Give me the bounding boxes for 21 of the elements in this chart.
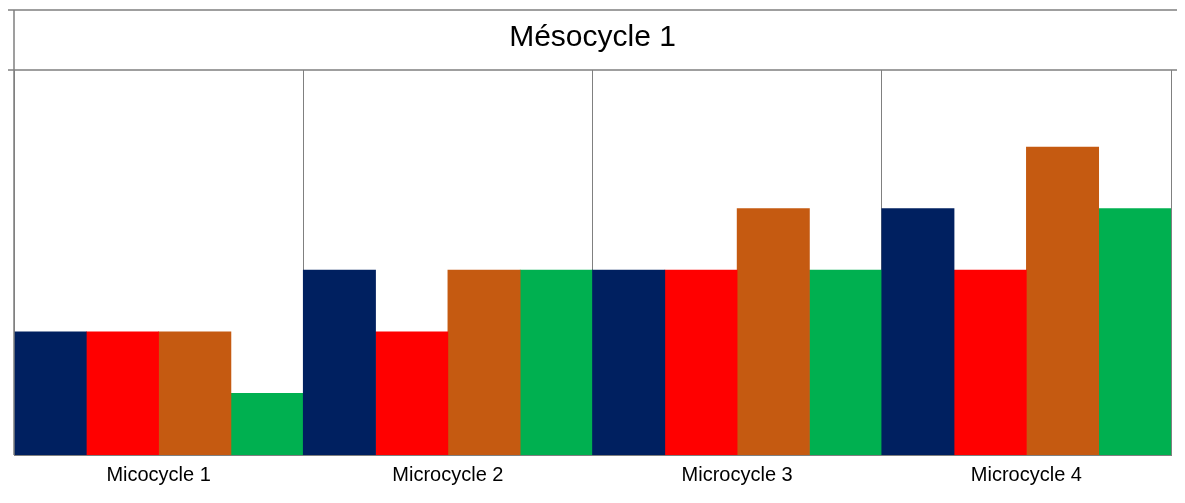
bar — [953, 269, 1027, 455]
bar — [809, 269, 883, 455]
bar — [664, 269, 738, 455]
bar — [736, 208, 810, 455]
bar — [375, 331, 449, 455]
bar — [1026, 146, 1100, 455]
x-tick-label: Micocycle 1 — [106, 462, 211, 485]
bar — [1098, 208, 1171, 455]
bar — [447, 269, 521, 455]
bar — [519, 269, 593, 455]
bar — [302, 269, 376, 455]
chart-title: Mésocycle 1 — [509, 19, 676, 53]
bar — [881, 208, 955, 455]
x-tick-label: Microcycle 2 — [392, 462, 504, 485]
bar — [158, 331, 232, 455]
x-tick-label: Microcycle 4 — [970, 462, 1082, 485]
bar — [85, 331, 159, 455]
x-tick-label: Microcycle 3 — [681, 462, 793, 485]
bar — [14, 331, 87, 455]
bar — [592, 269, 666, 455]
bar — [230, 393, 304, 455]
